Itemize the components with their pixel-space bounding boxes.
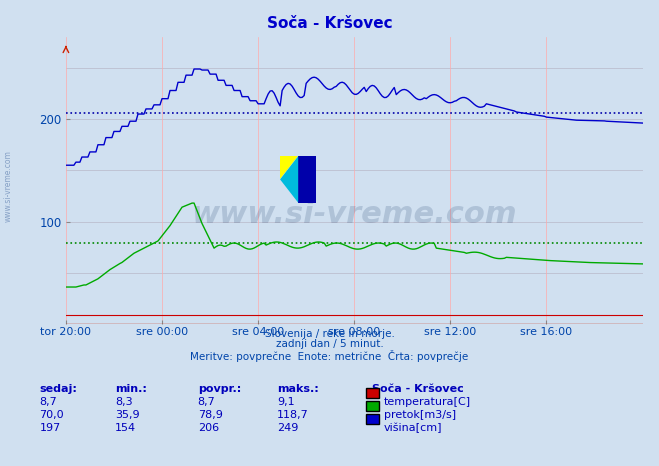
Polygon shape bbox=[280, 156, 298, 179]
Polygon shape bbox=[298, 156, 316, 203]
Text: 206: 206 bbox=[198, 423, 219, 433]
Text: www.si-vreme.com: www.si-vreme.com bbox=[191, 200, 517, 229]
Text: 8,7: 8,7 bbox=[198, 397, 215, 407]
Text: 78,9: 78,9 bbox=[198, 410, 223, 420]
Text: Slovenija / reke in morje.: Slovenija / reke in morje. bbox=[264, 329, 395, 338]
Text: višina[cm]: višina[cm] bbox=[384, 423, 442, 433]
Text: temperatura[C]: temperatura[C] bbox=[384, 397, 471, 407]
Text: Meritve: povprečne  Enote: metrične  Črta: povprečje: Meritve: povprečne Enote: metrične Črta:… bbox=[190, 350, 469, 362]
Text: 70,0: 70,0 bbox=[40, 410, 64, 420]
Text: 154: 154 bbox=[115, 423, 136, 433]
Polygon shape bbox=[280, 156, 298, 203]
Text: 8,7: 8,7 bbox=[40, 397, 57, 407]
Text: Soča - Kršovec: Soča - Kršovec bbox=[267, 16, 392, 31]
Text: 118,7: 118,7 bbox=[277, 410, 308, 420]
Text: 8,3: 8,3 bbox=[115, 397, 133, 407]
Text: zadnji dan / 5 minut.: zadnji dan / 5 minut. bbox=[275, 339, 384, 349]
Text: min.:: min.: bbox=[115, 384, 147, 394]
Text: Soča - Kršovec: Soča - Kršovec bbox=[372, 384, 464, 394]
Text: sedaj:: sedaj: bbox=[40, 384, 77, 394]
Text: www.si-vreme.com: www.si-vreme.com bbox=[4, 151, 13, 222]
Text: povpr.:: povpr.: bbox=[198, 384, 241, 394]
Text: pretok[m3/s]: pretok[m3/s] bbox=[384, 410, 455, 420]
Text: 35,9: 35,9 bbox=[115, 410, 140, 420]
Text: maks.:: maks.: bbox=[277, 384, 318, 394]
Text: 249: 249 bbox=[277, 423, 298, 433]
Text: 197: 197 bbox=[40, 423, 61, 433]
Text: 9,1: 9,1 bbox=[277, 397, 295, 407]
